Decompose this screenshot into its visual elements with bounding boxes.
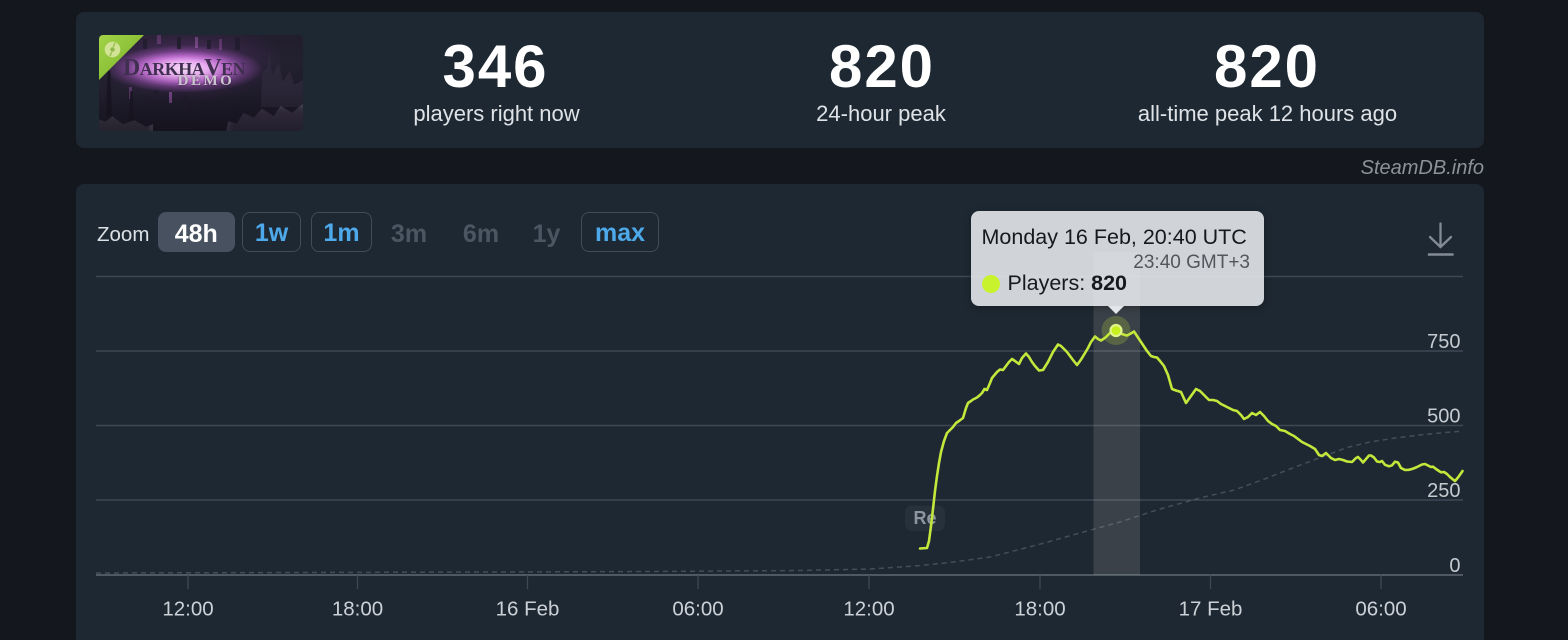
svg-text:12:00: 12:00 (162, 598, 213, 621)
svg-text:18:00: 18:00 (332, 598, 383, 621)
svg-text:250: 250 (1427, 480, 1460, 502)
svg-text:0: 0 (1449, 555, 1460, 577)
svg-text:500: 500 (1427, 406, 1460, 428)
svg-text:06:00: 06:00 (1355, 598, 1406, 621)
svg-text:750: 750 (1427, 331, 1460, 353)
svg-text:16 Feb: 16 Feb (496, 598, 560, 621)
svg-text:17 Feb: 17 Feb (1179, 598, 1243, 621)
svg-text:12:00: 12:00 (843, 598, 894, 621)
svg-text:06:00: 06:00 (672, 598, 723, 621)
svg-text:18:00: 18:00 (1014, 598, 1065, 621)
